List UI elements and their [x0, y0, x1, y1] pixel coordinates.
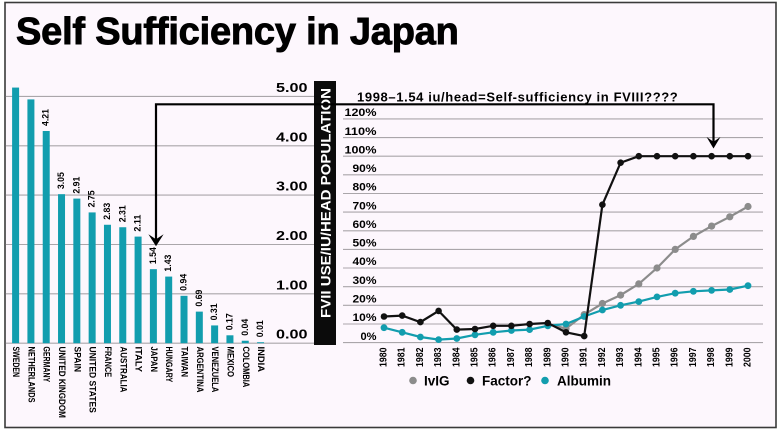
- svg-text:1985: 1985: [470, 347, 481, 367]
- svg-text:80%: 80%: [353, 182, 377, 194]
- svg-text:10%: 10%: [353, 312, 377, 324]
- svg-text:0.01: 0.01: [255, 320, 266, 338]
- svg-text:3.05: 3.05: [56, 172, 67, 190]
- svg-text:NETHERLANDS: NETHERLANDS: [25, 347, 36, 403]
- svg-text:UNITED KINGDOM: UNITED KINGDOM: [56, 347, 67, 418]
- svg-text:4.21: 4.21: [41, 108, 52, 126]
- svg-text:1990: 1990: [561, 347, 572, 367]
- svg-text:1994: 1994: [633, 347, 644, 367]
- svg-text:70%: 70%: [353, 200, 377, 212]
- svg-text:1984: 1984: [451, 347, 462, 367]
- svg-text:TAIWAN: TAIWAN: [179, 347, 190, 378]
- svg-text:Self Sufficiency in Japan: Self Sufficiency in Japan: [16, 11, 459, 53]
- svg-text:1982: 1982: [415, 347, 426, 367]
- svg-text:2.83: 2.83: [102, 203, 113, 220]
- svg-text:30%: 30%: [353, 275, 377, 287]
- svg-text:2.31: 2.31: [117, 205, 128, 223]
- svg-text:1996: 1996: [670, 347, 681, 367]
- svg-text:1986: 1986: [488, 347, 499, 367]
- svg-text:1992: 1992: [597, 347, 608, 367]
- svg-text:COLOMBIA: COLOMBIA: [240, 347, 251, 388]
- svg-text:ARGENTINA: ARGENTINA: [194, 347, 205, 393]
- svg-text:FVII USE/IU/HEAD POPULATION: FVII USE/IU/HEAD POPULATION: [318, 88, 334, 318]
- svg-text:GERMANY: GERMANY: [41, 347, 52, 383]
- svg-text:HUNGARY: HUNGARY: [163, 347, 174, 383]
- svg-text:Factor?: Factor?: [482, 374, 532, 389]
- svg-text:0%: 0%: [361, 331, 377, 343]
- svg-text:FRANCE: FRANCE: [102, 347, 113, 378]
- svg-text:INDIA: INDIA: [255, 347, 266, 373]
- svg-text:100%: 100%: [345, 144, 377, 156]
- svg-text:1995: 1995: [652, 347, 663, 367]
- svg-text:2.00: 2.00: [276, 228, 308, 243]
- svg-text:1998–1.54 iu/head=Self-suffici: 1998–1.54 iu/head=Self-sufficiency in FV…: [357, 90, 678, 105]
- svg-text:1981: 1981: [397, 347, 408, 367]
- svg-text:1983: 1983: [433, 347, 444, 367]
- svg-text:2.11: 2.11: [133, 214, 144, 232]
- svg-text:SWEDEN: SWEDEN: [10, 347, 21, 378]
- svg-text:1988: 1988: [524, 347, 535, 367]
- svg-text:1991: 1991: [579, 347, 590, 367]
- svg-text:3.00: 3.00: [276, 179, 308, 194]
- svg-text:2.75: 2.75: [87, 190, 98, 208]
- svg-text:1997: 1997: [688, 347, 699, 367]
- svg-text:JAPAN: JAPAN: [148, 347, 159, 373]
- svg-text:1999: 1999: [724, 347, 735, 367]
- svg-text:4.00: 4.00: [276, 129, 308, 144]
- svg-text:20%: 20%: [353, 294, 377, 306]
- svg-text:VENEZUELA: VENEZUELA: [209, 347, 220, 393]
- svg-text:MEXICO: MEXICO: [224, 347, 235, 378]
- svg-text:0.94: 0.94: [179, 273, 190, 291]
- svg-text:50%: 50%: [353, 238, 377, 250]
- svg-text:UNITED STATES: UNITED STATES: [87, 347, 98, 413]
- svg-text:2000: 2000: [743, 347, 754, 367]
- svg-text:0.31: 0.31: [209, 303, 220, 321]
- svg-text:Albumin: Albumin: [557, 374, 611, 389]
- svg-text:1998: 1998: [706, 347, 717, 367]
- svg-text:1.43: 1.43: [163, 255, 174, 272]
- svg-text:110%: 110%: [345, 126, 377, 138]
- svg-text:120%: 120%: [345, 107, 377, 119]
- svg-text:1.00: 1.00: [276, 277, 308, 292]
- svg-text:1987: 1987: [506, 347, 517, 367]
- svg-text:1993: 1993: [615, 347, 626, 367]
- svg-text:0.04: 0.04: [240, 318, 251, 336]
- svg-text:60%: 60%: [353, 219, 377, 231]
- svg-text:90%: 90%: [353, 163, 377, 175]
- svg-text:0.00: 0.00: [276, 327, 308, 342]
- svg-text:IvIG: IvIG: [424, 374, 450, 389]
- svg-text:5.00: 5.00: [276, 80, 308, 95]
- svg-text:1.54: 1.54: [148, 247, 159, 265]
- svg-text:40%: 40%: [353, 256, 377, 268]
- svg-text:1989: 1989: [542, 347, 553, 367]
- svg-text:AUSTRALIA: AUSTRALIA: [117, 347, 128, 393]
- svg-text:SPAIN: SPAIN: [71, 347, 82, 373]
- svg-text:0.69: 0.69: [194, 290, 205, 307]
- svg-text:ITALY: ITALY: [133, 347, 144, 373]
- svg-text:2.91: 2.91: [71, 176, 82, 194]
- svg-text:1980: 1980: [379, 347, 390, 367]
- svg-text:0.17: 0.17: [224, 313, 235, 330]
